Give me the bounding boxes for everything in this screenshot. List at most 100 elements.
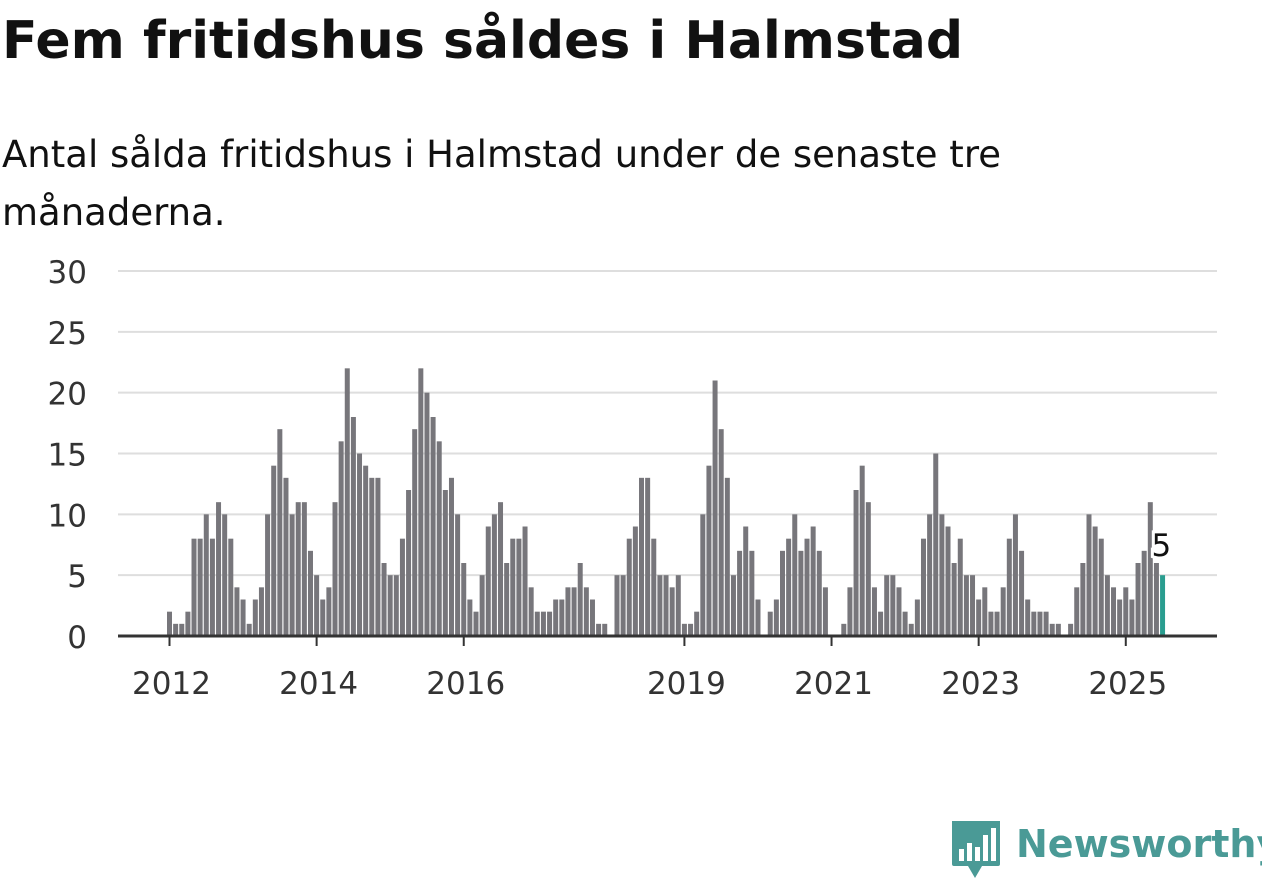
bar [920,538,926,636]
bar [933,453,939,636]
bar [810,526,816,636]
bar [173,623,179,636]
bar [1141,550,1147,636]
newsworthy-logo[interactable]: Newsworthy [950,818,1262,878]
bar [265,514,271,636]
bar [228,538,234,636]
bar [657,575,663,636]
bar [436,441,442,636]
x-tick-label: 2016 [426,666,505,702]
bar [375,477,381,636]
bar [295,502,301,636]
bar [540,611,546,636]
bar [645,477,651,636]
bar [522,526,528,636]
chart-title: Fem fritidshus såldes i Halmstad [2,11,964,71]
bar [841,623,847,636]
bar [1123,587,1129,636]
bar [1019,550,1025,636]
y-tick-label: 10 [48,498,87,534]
bar [896,587,902,636]
bar [510,538,516,636]
bar [222,514,228,636]
bar [718,429,724,636]
y-tick-label: 5 [67,559,87,595]
bar [908,623,914,636]
bar [1086,514,1092,636]
bar [755,599,761,636]
bar [700,514,706,636]
bar [369,477,375,636]
bar [326,587,332,636]
bar [945,526,951,636]
bar [553,599,559,636]
bar [344,368,350,636]
bar [559,599,565,636]
bar [504,563,510,636]
highlight-bar [1160,575,1166,636]
bar [663,575,669,636]
bar [301,502,307,636]
bar [927,514,933,636]
bar [455,514,461,636]
bar [491,514,497,636]
bar [804,538,810,636]
bar [1068,623,1074,636]
bar [338,441,344,636]
bar [498,502,504,636]
bars [167,368,1166,636]
bar [1135,563,1141,636]
bar [681,623,687,636]
bar [589,599,595,636]
y-tick-label: 30 [48,255,87,291]
bar [878,611,884,636]
bar [473,611,479,636]
bar [363,465,369,636]
bar [203,514,209,636]
bar [1147,502,1153,636]
bar [307,550,313,636]
bar [289,514,295,636]
bar [675,575,681,636]
bar [620,575,626,636]
bar [602,623,608,636]
bar [167,611,172,636]
bar [712,380,718,636]
bar [853,490,859,636]
bar [240,599,246,636]
bar [1098,538,1104,636]
bar [418,368,424,636]
bar [387,575,393,636]
bar [669,587,675,636]
bar [951,563,957,636]
bar [694,611,700,636]
x-tick-label: 2019 [647,666,726,702]
grid-lines [118,270,1217,577]
bar [381,563,387,636]
bar [577,563,583,636]
bar [534,611,540,636]
bar [1074,587,1080,636]
bar [234,587,240,636]
y-tick-label: 0 [67,620,87,656]
bar [737,550,743,636]
bar [792,514,798,636]
bar [982,587,988,636]
bar [994,611,1000,636]
bar [1037,611,1043,636]
bar [902,611,908,636]
bar [988,611,994,636]
bar [1031,611,1037,636]
bar [865,502,871,636]
bar [651,538,657,636]
bar [743,526,749,636]
chart-subtitle: Antal sålda fritidshus i Halmstad under … [2,133,1001,234]
bar [871,587,877,636]
bar [277,429,283,636]
bar [957,538,963,636]
bar [357,453,363,636]
bar [191,538,197,636]
highlight-value-label: 5 [1152,528,1172,564]
bar [816,550,822,636]
